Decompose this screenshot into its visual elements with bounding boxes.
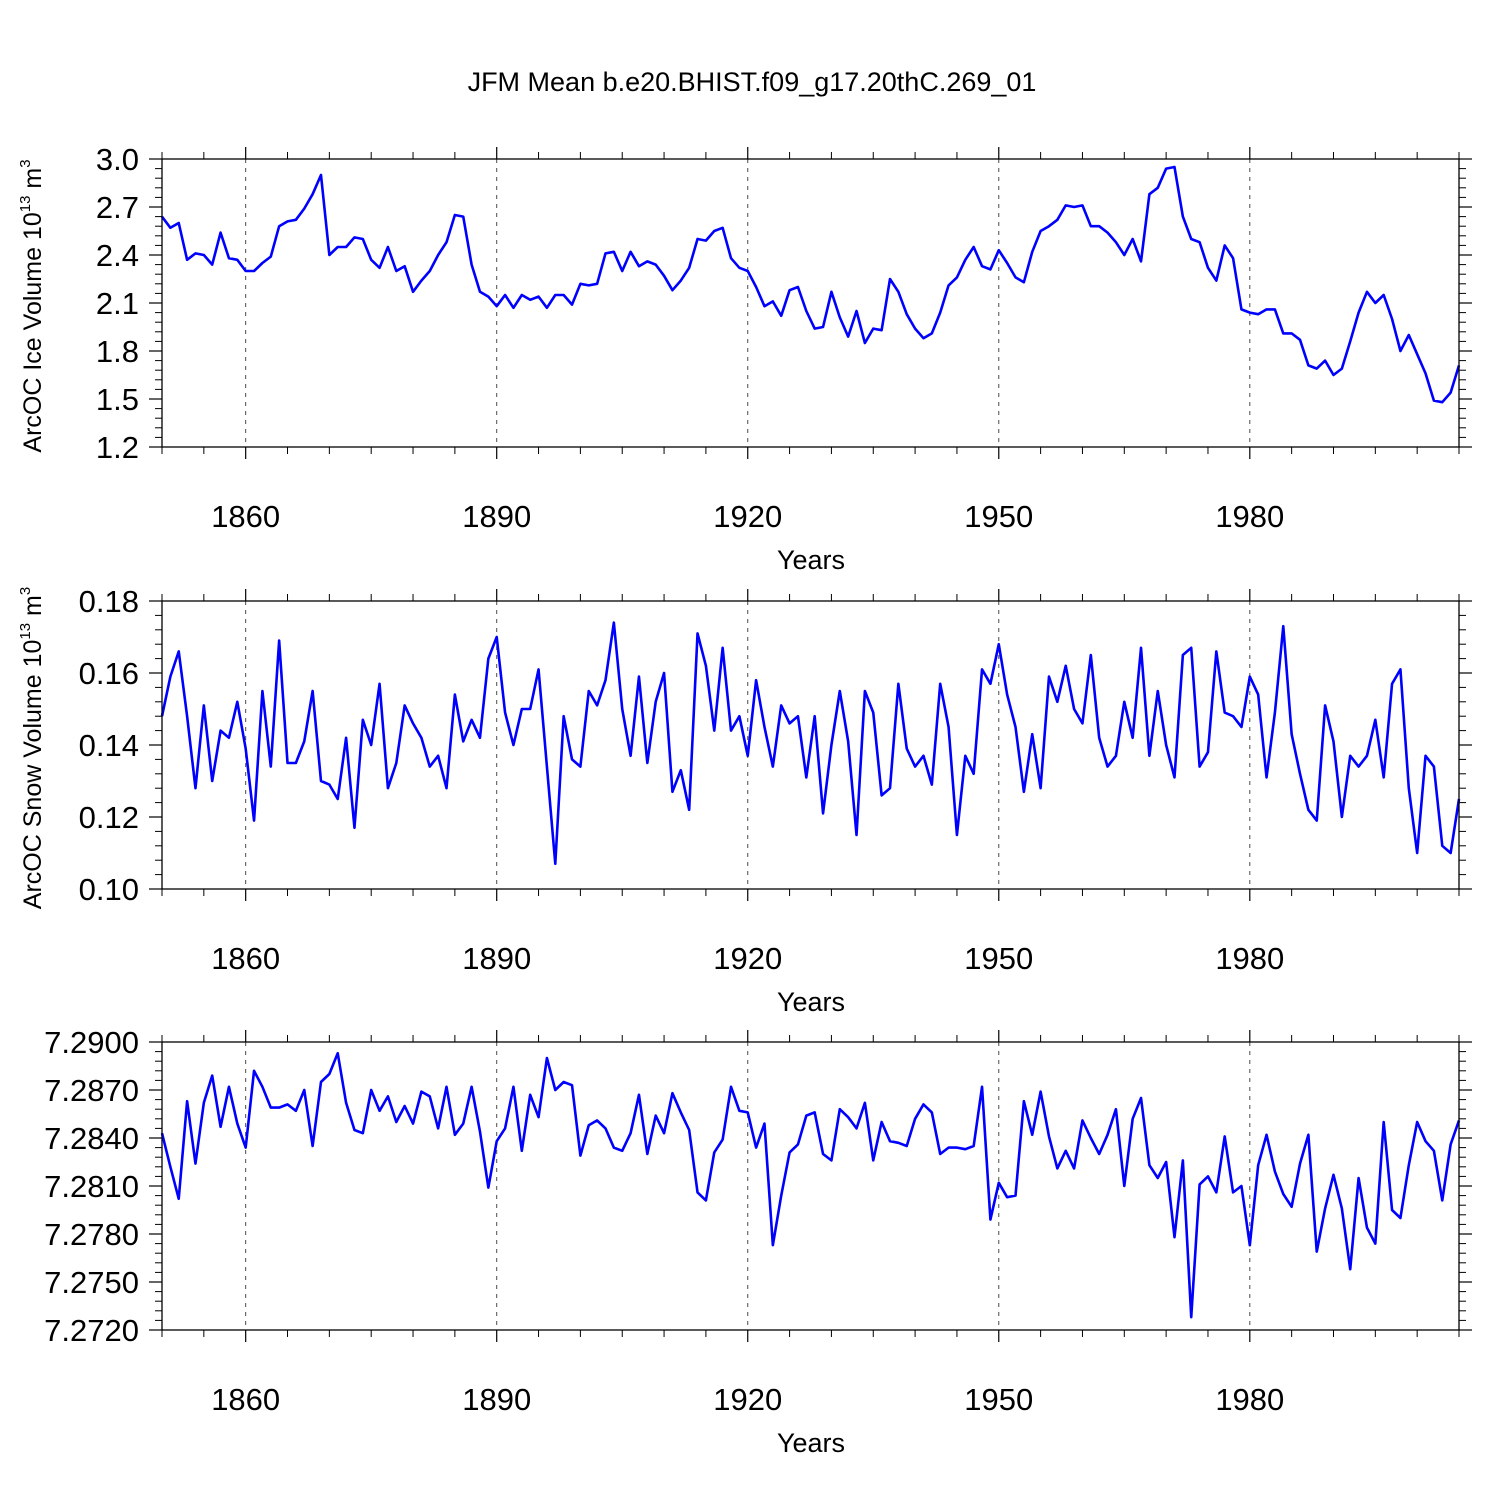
y-axis-title-unit-exponent: 3 bbox=[17, 159, 34, 167]
y-tick-label: 0.10 bbox=[79, 872, 139, 907]
x-tick-label: 1890 bbox=[462, 1382, 531, 1417]
y-tick-label: 1.5 bbox=[96, 382, 139, 417]
y-tick-label: 7.2870 bbox=[44, 1073, 139, 1108]
x-tick-label: 1890 bbox=[462, 499, 531, 534]
x-tick-label: 1860 bbox=[211, 1382, 280, 1417]
panel-1: 1.2 1.5 1.8 2.1 2.4 2.7 3.0 1860 1890 1920 1950 198… bbox=[17, 142, 1472, 575]
x-axis-title: Years bbox=[777, 1428, 845, 1458]
y-axis-title-exponent: 13 bbox=[17, 196, 34, 213]
x-axis-title: Years bbox=[777, 987, 845, 1017]
y-tick-label: 0.16 bbox=[79, 656, 139, 691]
x-tick-label: 1860 bbox=[211, 941, 280, 976]
panel-3: 7.2720 7.2750 7.2780 7.2810 7.2840 7.2870 7.29… bbox=[44, 1025, 1472, 1458]
y-axis-title-unit-exponent: 3 bbox=[17, 587, 34, 595]
y-tick-label: 7.2750 bbox=[44, 1265, 139, 1300]
panel-2: 0.10 0.12 0.14 0.16 0.18 1860 1890 1920 1950 1980… bbox=[17, 584, 1472, 1017]
series-line bbox=[160, 165, 1461, 404]
y-axis-title-unit: m bbox=[19, 168, 47, 196]
y-tick-label: 1.2 bbox=[96, 430, 139, 465]
x-tick-label: 1950 bbox=[964, 941, 1033, 976]
y-tick-label: 2.4 bbox=[96, 238, 139, 273]
x-tick-label: 1980 bbox=[1215, 941, 1284, 976]
y-tick-label: 0.12 bbox=[79, 800, 139, 835]
x-tick-label: 1890 bbox=[462, 941, 531, 976]
y-axis-title-text: ArcOC Snow Volume 10 bbox=[19, 640, 47, 910]
x-tick-label: 1920 bbox=[713, 499, 782, 534]
y-tick-label: 7.2810 bbox=[44, 1169, 139, 1204]
y-axis-title: ArcOC Ice Volume 1013 m3 bbox=[17, 159, 47, 452]
y-axis-title-exponent: 13 bbox=[17, 623, 34, 640]
x-tick-label: 1980 bbox=[1215, 1382, 1284, 1417]
x-tick-label: 1980 bbox=[1215, 499, 1284, 534]
y-tick-label: 7.2900 bbox=[44, 1025, 139, 1060]
y-tick-label: 0.14 bbox=[79, 728, 139, 763]
x-tick-label: 1920 bbox=[713, 941, 782, 976]
y-tick-label: 2.1 bbox=[96, 286, 139, 321]
y-tick-label: 7.2780 bbox=[44, 1217, 139, 1252]
y-axis-title-text: ArcOC Ice Volume 10 bbox=[19, 212, 47, 452]
plot-frame bbox=[161, 600, 1460, 890]
x-axis-title: Years bbox=[777, 545, 845, 575]
y-tick-label: 7.2720 bbox=[44, 1313, 139, 1348]
panels: 1.2 1.5 1.8 2.1 2.4 2.7 3.0 1860 1890 1920 1950 198… bbox=[17, 142, 1472, 1458]
y-tick-label: 0.18 bbox=[79, 584, 139, 619]
x-tick-label: 1950 bbox=[964, 1382, 1033, 1417]
y-axis-title-unit: m bbox=[19, 595, 47, 623]
x-tick-label: 1950 bbox=[964, 499, 1033, 534]
y-tick-label: 3.0 bbox=[96, 142, 139, 177]
plot-frame bbox=[161, 158, 1460, 448]
series-line bbox=[160, 621, 1461, 866]
y-tick-label: 2.7 bbox=[96, 190, 139, 225]
y-tick-label: 1.8 bbox=[96, 334, 139, 369]
series-line bbox=[160, 1051, 1461, 1319]
figure-title: JFM Mean b.e20.BHIST.f09_g17.20thC.269_0… bbox=[468, 67, 1037, 97]
x-tick-label: 1860 bbox=[211, 499, 280, 534]
x-tick-label: 1920 bbox=[713, 1382, 782, 1417]
y-axis-title: ArcOC Snow Volume 1013 m3 bbox=[17, 587, 47, 909]
y-tick-label: 7.2840 bbox=[44, 1121, 139, 1156]
plot-frame bbox=[161, 1041, 1460, 1331]
